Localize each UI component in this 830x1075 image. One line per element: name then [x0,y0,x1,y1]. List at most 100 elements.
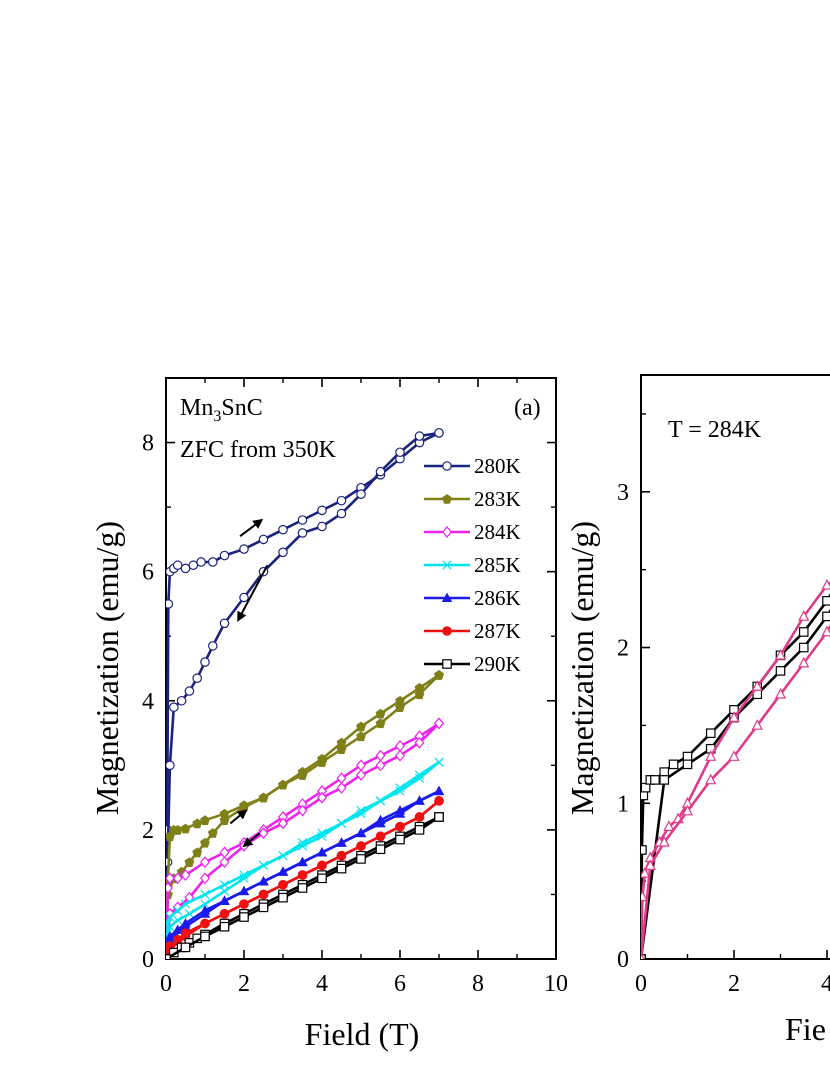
data-point [641,782,651,793]
series-line-down [641,624,830,959]
data-point [317,873,327,884]
legend-marker [442,494,452,504]
data-point [166,760,175,771]
data-point [180,823,191,834]
data-point [434,428,444,438]
data-point [169,702,179,713]
data-point [728,711,740,722]
panel-a: 0 2 4 6 8 10 0 2 4 6 8 Mn3SnC ZFC from 350K (a) 28… [89,377,568,1052]
data-point [219,550,230,561]
data-point [219,856,230,869]
data-point [297,770,308,780]
data-point [822,596,830,606]
data-point [395,786,405,796]
data-point [166,599,174,609]
data-point [196,557,206,567]
y-tick-label: 6 [142,560,154,586]
data-point [394,805,406,815]
data-point [798,656,810,668]
panel-b-ylabel: Magnetization (emu/g) [564,521,600,815]
data-point [650,775,660,785]
data-point [316,847,328,857]
data-point [681,804,694,816]
data-point [180,563,191,574]
panel-b-annotation: T = 284K [668,417,762,443]
data-point [414,736,425,749]
data-point [317,828,327,838]
data-point [798,642,809,653]
data-point [317,521,327,532]
legend-marker [442,659,452,669]
panel-a-ticks: 0 2 4 6 8 10 0 2 4 6 8 [142,378,568,997]
data-point [207,828,218,838]
panel-a-xlabel: Field (T) [305,1016,420,1052]
data-point [200,657,210,667]
data-point [434,796,444,806]
data-point [375,814,386,825]
data-point [434,717,444,730]
data-point [200,872,210,885]
data-point [395,447,405,458]
panel-a-ylabel: Magnetization (emu/g) [89,521,125,815]
data-point [395,821,405,832]
legend-label: 284K [474,520,521,544]
data-point [774,687,787,699]
data-point [414,689,425,700]
direction-arrow [229,809,248,825]
data-point [751,680,763,691]
y-tick-label: 4 [142,689,154,715]
data-point [821,625,830,637]
panel-a-series [166,428,445,959]
data-point [219,895,230,905]
data-point [668,759,679,770]
data-point [166,872,175,885]
data-point [200,889,210,900]
data-point [219,815,230,826]
data-point [659,767,670,777]
data-point [336,850,347,861]
x-tick-label: 0 [635,971,647,997]
x-tick-label: 6 [394,971,406,997]
data-point [278,817,288,830]
data-point [200,899,210,909]
data-point [751,719,763,730]
data-point [180,899,191,909]
data-point [173,905,183,916]
series-280K [166,428,444,959]
data-point [798,610,810,621]
data-point [375,708,386,719]
data-point [172,560,183,571]
data-point [644,859,656,870]
data-point [297,515,308,525]
data-point [705,750,717,761]
x-tick-label: 4 [821,971,830,997]
panel-a-annotation: ZFC from 350K [180,437,337,463]
data-point [395,739,405,752]
legend-marker [442,560,452,570]
data-point [317,860,327,871]
data-point [414,773,425,783]
y-tick-label: 2 [142,818,154,844]
data-point [258,827,269,840]
x-tick-label: 10 [544,971,568,997]
data-point [682,751,693,762]
data-point [258,792,269,803]
data-point [278,851,288,861]
data-point [278,892,288,903]
data-point [395,749,405,762]
panel-a-label: (a) [514,395,541,421]
data-point [821,578,830,590]
data-point [238,885,250,896]
data-point [278,524,288,535]
data-point [258,860,269,871]
legend-label: 285K [474,553,521,577]
direction-arrow [242,832,261,848]
series-290K [166,812,444,959]
legend-label: 290K [474,652,521,676]
legend-marker [441,592,453,602]
data-point [375,759,386,772]
legend-label: 286K [474,586,521,610]
data-point [336,508,347,519]
x-tick-label: 8 [472,971,484,997]
